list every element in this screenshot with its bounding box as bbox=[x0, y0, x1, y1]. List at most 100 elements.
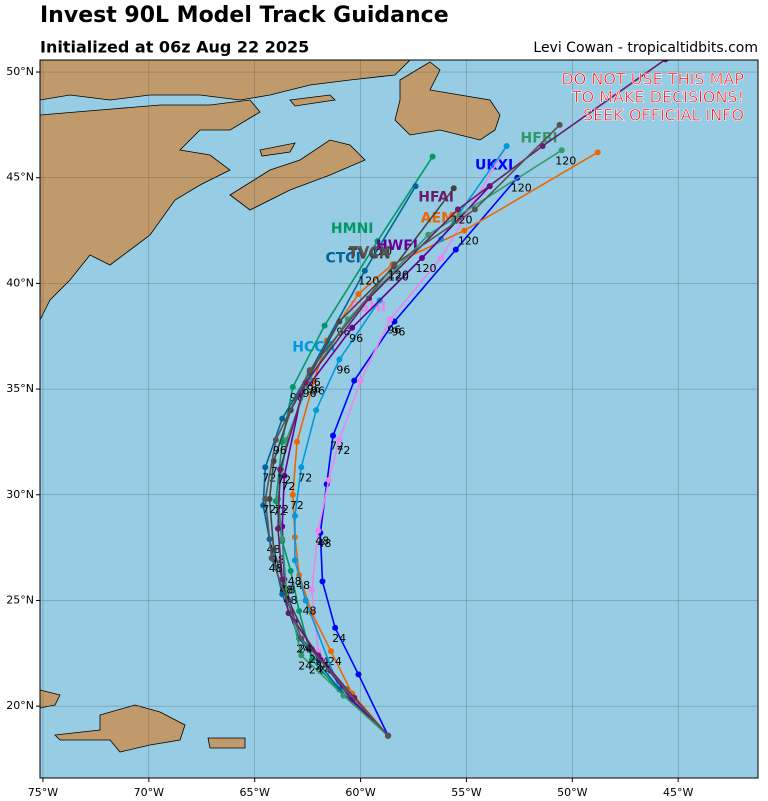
hour-label: 120 bbox=[555, 154, 576, 167]
track-point bbox=[260, 502, 267, 509]
track-point bbox=[279, 415, 286, 422]
x-tick-label: 70°W bbox=[134, 786, 164, 799]
track-point bbox=[412, 183, 419, 190]
x-tick-label: 65°W bbox=[240, 786, 270, 799]
track-point bbox=[272, 436, 279, 443]
hour-label: 120 bbox=[415, 262, 436, 275]
y-tick-label: 25°N bbox=[6, 593, 34, 606]
track-point bbox=[279, 536, 286, 543]
hour-label: 48 bbox=[317, 537, 331, 550]
track-point bbox=[662, 60, 669, 63]
y-tick-label: 45°N bbox=[6, 171, 34, 184]
model-label: TVCX bbox=[349, 244, 391, 260]
grid bbox=[36, 60, 758, 782]
model-label: AEMI bbox=[421, 211, 461, 227]
hour-label: 24 bbox=[315, 659, 329, 672]
model-label: CTCI bbox=[325, 251, 360, 267]
track-point bbox=[357, 377, 364, 384]
hour-label: 96 bbox=[349, 332, 363, 345]
track-point bbox=[418, 255, 425, 262]
hour-label: 48 bbox=[288, 575, 302, 588]
track-line bbox=[277, 60, 666, 737]
hour-label: 72 bbox=[298, 471, 312, 484]
track-point bbox=[308, 656, 315, 663]
x-tick-label: 75°W bbox=[28, 786, 58, 799]
hour-label: 48 bbox=[315, 535, 329, 548]
model-label: TVCN bbox=[348, 247, 390, 263]
x-tick-label: 60°W bbox=[345, 786, 375, 799]
track-point bbox=[349, 324, 356, 331]
hour-label: 120 bbox=[511, 182, 532, 195]
track-point bbox=[277, 466, 284, 473]
track-point bbox=[327, 648, 334, 655]
model-label: HMNI bbox=[331, 221, 374, 237]
track-point bbox=[281, 472, 288, 479]
track-point bbox=[289, 383, 296, 390]
track-line bbox=[292, 151, 599, 737]
track-point bbox=[262, 464, 269, 471]
hour-label: 120 bbox=[388, 268, 409, 281]
track-point bbox=[336, 356, 343, 363]
hour-label: 72 bbox=[262, 503, 276, 516]
track-point bbox=[361, 267, 368, 274]
track-point bbox=[294, 438, 301, 445]
track-point bbox=[342, 686, 349, 693]
hour-label: 24 bbox=[298, 643, 312, 656]
track-point bbox=[289, 491, 296, 498]
y-tick-label: 30°N bbox=[6, 488, 34, 501]
hour-label: 24 bbox=[328, 655, 342, 668]
track-point bbox=[539, 143, 546, 150]
track-point bbox=[556, 121, 563, 128]
hour-label: 120 bbox=[451, 213, 472, 226]
y-tick-label: 20°N bbox=[6, 699, 34, 712]
track-point bbox=[319, 578, 326, 585]
track-point bbox=[336, 318, 343, 325]
hour-label: 96 bbox=[303, 387, 317, 400]
model-label: HWFI bbox=[376, 238, 418, 254]
track-point bbox=[313, 407, 320, 414]
hour-label: 48 bbox=[303, 604, 317, 617]
x-tick-label: 55°W bbox=[451, 786, 481, 799]
track-point bbox=[321, 322, 328, 329]
track-point bbox=[461, 227, 468, 234]
track-point bbox=[438, 255, 445, 262]
warning: DO NOT USE THIS MAP bbox=[561, 70, 744, 89]
hour-label: 48 bbox=[296, 579, 310, 592]
tracks: 24487296120UKXI24487296FSHI24487296120AE… bbox=[260, 60, 669, 739]
track-point bbox=[385, 732, 392, 739]
land bbox=[40, 60, 501, 753]
hour-label: 96 bbox=[387, 323, 401, 336]
track-point bbox=[262, 496, 269, 503]
track-line bbox=[264, 124, 561, 737]
track-point bbox=[330, 432, 337, 439]
y-tick-label: 50°N bbox=[6, 65, 34, 78]
track-point bbox=[503, 143, 510, 150]
hour-label: 96 bbox=[311, 385, 325, 398]
track-point bbox=[296, 608, 303, 615]
hour-label: 120 bbox=[371, 245, 392, 258]
model-label: HFAI bbox=[418, 189, 454, 205]
hour-label: 72 bbox=[281, 480, 295, 493]
track-point bbox=[454, 206, 461, 213]
track-point bbox=[450, 185, 457, 192]
track-point bbox=[298, 635, 305, 642]
track-point bbox=[266, 496, 273, 503]
track-point bbox=[391, 261, 398, 268]
track-point bbox=[340, 692, 347, 699]
track-point bbox=[302, 597, 309, 604]
track-point bbox=[374, 238, 381, 245]
track-point bbox=[274, 496, 281, 503]
track-point bbox=[351, 377, 358, 384]
x-tick-label: 45°W bbox=[663, 786, 693, 799]
track-point bbox=[471, 206, 478, 213]
warning: SEEK OFFICIAL INFO bbox=[583, 106, 744, 125]
hour-label: 96 bbox=[307, 383, 321, 396]
track-point bbox=[558, 147, 565, 154]
warning: TO MAKE DECISIONS! bbox=[571, 88, 744, 107]
hour-label: 24 bbox=[298, 659, 312, 672]
track-point bbox=[387, 316, 394, 323]
hour-label: 72 bbox=[277, 473, 291, 486]
y-tick-label: 35°N bbox=[6, 382, 34, 395]
track-point bbox=[291, 512, 298, 519]
